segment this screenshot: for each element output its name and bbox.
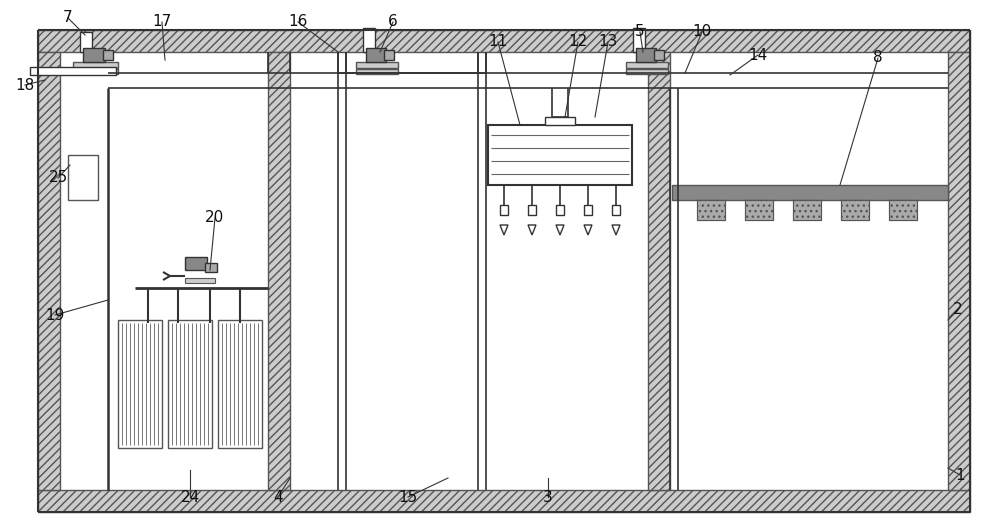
Bar (30, 67, 116, 75)
Bar (672, 185, 948, 200)
Bar (68, 155, 98, 200)
Text: 7: 7 (63, 10, 73, 26)
Text: 16: 16 (288, 15, 308, 30)
Bar (488, 125, 632, 185)
Bar (38, 52, 60, 490)
Bar (268, 52, 290, 490)
Bar (356, 62, 398, 68)
Polygon shape (528, 225, 536, 235)
Text: 12: 12 (568, 34, 588, 50)
Text: 18: 18 (15, 77, 35, 92)
Polygon shape (500, 225, 508, 235)
Bar (889, 200, 917, 220)
Bar (73, 62, 118, 68)
Bar (500, 205, 508, 215)
Bar (626, 62, 668, 68)
Text: 6: 6 (388, 15, 398, 30)
Text: 14: 14 (748, 48, 768, 63)
Text: 17: 17 (152, 15, 172, 30)
Text: 20: 20 (205, 210, 225, 226)
Bar (38, 30, 970, 52)
Bar (556, 205, 564, 215)
Text: 19: 19 (45, 307, 65, 323)
Bar (366, 48, 386, 62)
Bar (745, 200, 773, 220)
Bar (103, 50, 113, 60)
Text: 15: 15 (398, 490, 418, 504)
Bar (356, 69, 398, 74)
Bar (363, 28, 375, 52)
Bar (745, 200, 773, 220)
Bar (118, 320, 162, 448)
Text: 1: 1 (955, 468, 965, 482)
Text: 13: 13 (598, 34, 618, 50)
Bar (697, 200, 725, 220)
Bar (626, 69, 668, 74)
Bar (38, 490, 970, 512)
Text: 25: 25 (48, 171, 68, 185)
Bar (612, 205, 620, 215)
Polygon shape (556, 225, 564, 235)
Text: 4: 4 (273, 490, 283, 504)
Bar (80, 32, 92, 52)
Polygon shape (584, 225, 592, 235)
Bar (185, 278, 215, 283)
Bar (205, 263, 217, 272)
Text: 8: 8 (873, 51, 883, 65)
Text: 5: 5 (635, 25, 645, 40)
Bar (648, 52, 670, 490)
Bar (384, 50, 394, 60)
Bar (83, 48, 105, 62)
Bar (841, 200, 869, 220)
Bar (545, 117, 575, 125)
Bar (793, 200, 821, 220)
Bar (218, 320, 262, 448)
Bar (636, 48, 656, 62)
Bar (841, 200, 869, 220)
Text: 10: 10 (692, 25, 712, 40)
Text: 11: 11 (488, 34, 508, 50)
Polygon shape (612, 225, 620, 235)
Bar (584, 205, 592, 215)
Text: 24: 24 (180, 490, 200, 504)
Bar (654, 50, 664, 60)
Bar (948, 52, 970, 490)
Bar (185, 257, 207, 270)
Text: 2: 2 (953, 303, 963, 317)
Bar (697, 200, 725, 220)
Bar (73, 69, 118, 74)
Bar (168, 320, 212, 448)
Bar (889, 200, 917, 220)
Bar (793, 200, 821, 220)
Text: 3: 3 (543, 490, 553, 504)
Bar (633, 28, 645, 52)
Bar (528, 205, 536, 215)
